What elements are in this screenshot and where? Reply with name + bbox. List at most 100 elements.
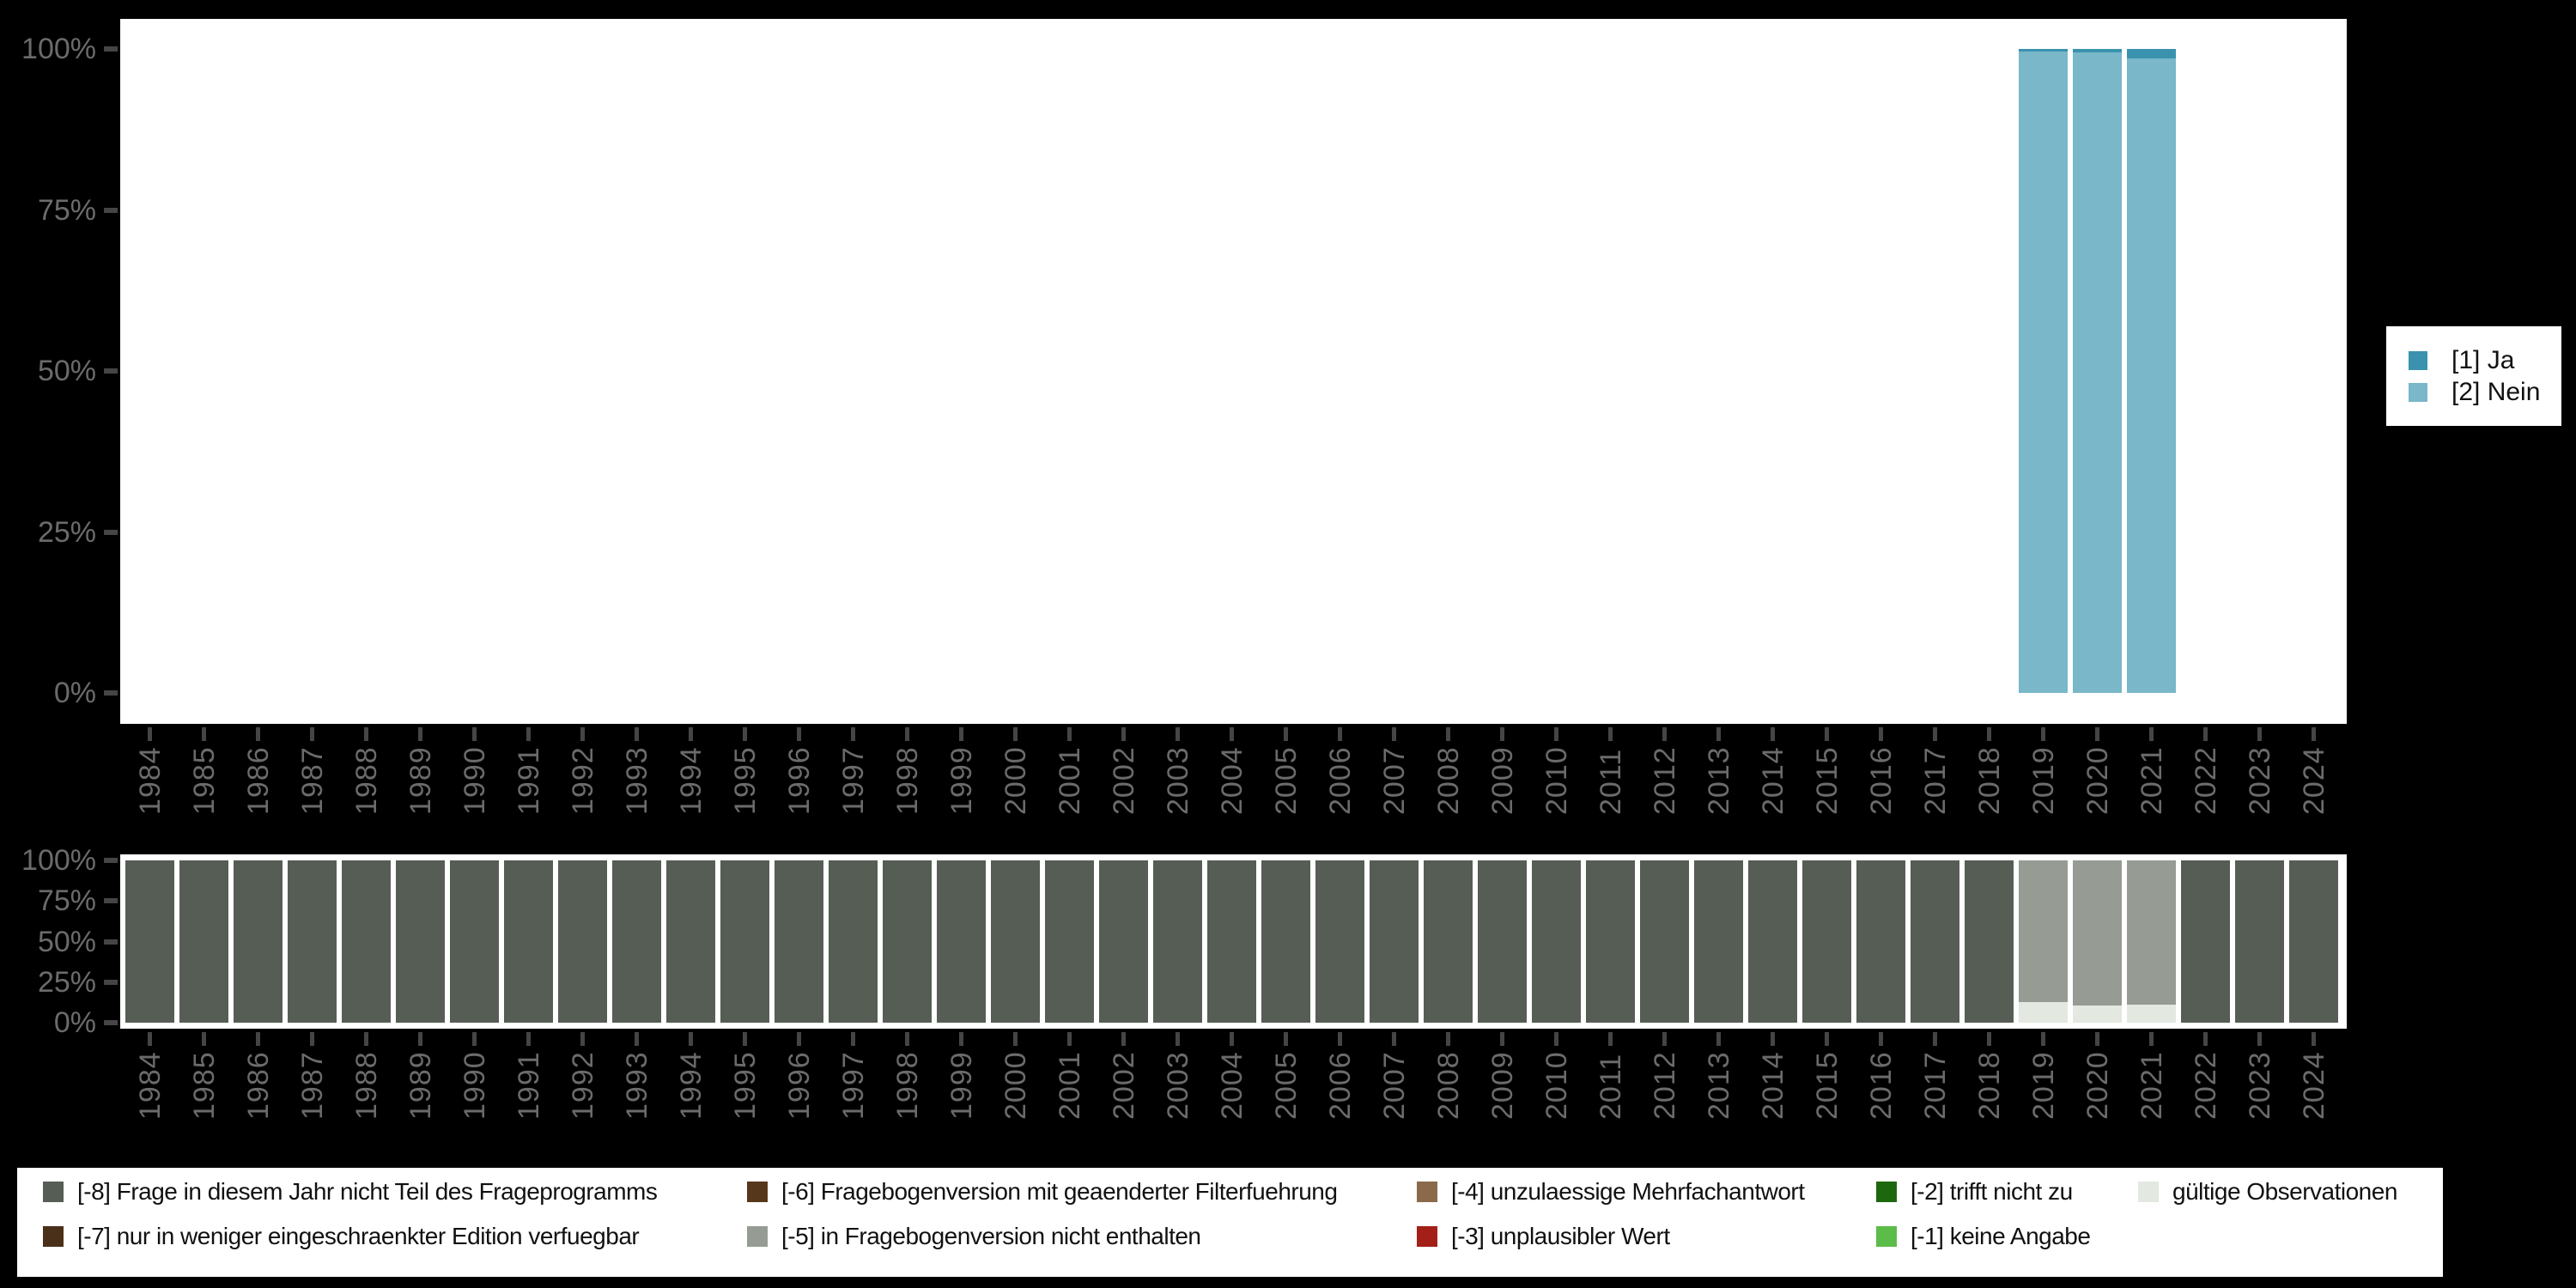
y-tick-mark <box>104 1020 118 1025</box>
x-tick-label-2011: 2011 <box>1594 748 1627 815</box>
x-tick-mark <box>1662 727 1667 741</box>
x-tick-mark <box>418 727 422 741</box>
x-tick-label-2010: 2010 <box>1540 746 1573 815</box>
x-tick-label-2014: 2014 <box>1756 746 1789 815</box>
x-tick-mark <box>2312 727 2316 741</box>
x-tick-label-2019: 2019 <box>2026 746 2060 815</box>
x-tick-mark <box>310 727 314 741</box>
x-tick-mark <box>256 727 260 741</box>
legend-item-valid: gültige Observationen <box>2138 1170 2397 1214</box>
legend-item--6: [-6] Fragebogenversion mit geaenderter F… <box>747 1170 1417 1214</box>
legend-label-valid: gültige Observationen <box>2172 1178 2397 1205</box>
x-tick-mark <box>2203 727 2208 741</box>
x-tick-mark <box>1716 727 1721 741</box>
x-tick-label-2007: 2007 <box>1377 1051 1411 1120</box>
bar-segment--8-2024 <box>2289 860 2338 1023</box>
answers-legend: [1] Ja [2] Nein <box>2386 326 2561 426</box>
x-tick-label-2001: 2001 <box>1053 746 1086 815</box>
missings-legend-column-3: [-4] unzulaessige Mehrfachantwort [-3] un… <box>1417 1170 1876 1259</box>
x-tick-label-2018: 2018 <box>1972 1051 2006 1120</box>
x-tick-label-2017: 2017 <box>1918 1051 1952 1120</box>
legend-label--3: [-3] unplausibler Wert <box>1451 1223 1670 1249</box>
x-tick-mark <box>1554 727 1558 741</box>
x-tick-label-1998: 1998 <box>890 746 924 815</box>
bar-segment-ja-2021 <box>2127 49 2176 59</box>
bar-segment--8-1995 <box>720 860 769 1023</box>
legend-swatch--7 <box>43 1226 64 1247</box>
missings-legend-column-2: [-6] Fragebogenversion mit geaenderter F… <box>747 1170 1417 1259</box>
x-tick-mark <box>1338 727 1342 741</box>
x-tick-label-2022: 2022 <box>2189 1051 2222 1120</box>
x-tick-label-2011: 2011 <box>1594 1053 1627 1120</box>
bar-segment--5-2019 <box>2019 860 2068 1003</box>
bar-segment-valid-2019 <box>2019 1002 2068 1023</box>
bar-segment--8-2007 <box>1370 860 1419 1023</box>
x-tick-mark <box>1500 1032 1504 1046</box>
y-tick-mark <box>104 207 118 213</box>
x-tick-label-2004: 2004 <box>1215 1051 1249 1120</box>
x-tick-label-1995: 1995 <box>728 746 762 815</box>
bar-segment--8-2001 <box>1045 860 1094 1023</box>
x-tick-label-1988: 1988 <box>349 1051 383 1120</box>
bar-segment--5-2021 <box>2127 860 2176 1005</box>
bar-segment--8-1991 <box>504 860 553 1023</box>
x-tick-mark <box>743 1032 747 1046</box>
bar-segment--8-2010 <box>1532 860 1581 1023</box>
x-tick-label-1991: 1991 <box>512 746 545 815</box>
bar-segment--8-2008 <box>1424 860 1473 1023</box>
y-tick-mark <box>104 979 118 985</box>
y-tick-mark <box>104 529 118 535</box>
x-tick-mark <box>1121 1032 1126 1046</box>
bar-segment--8-2009 <box>1478 860 1527 1023</box>
x-tick-label-1997: 1997 <box>836 1051 870 1120</box>
x-tick-label-1984: 1984 <box>133 1051 167 1120</box>
x-tick-label-1990: 1990 <box>458 1051 491 1120</box>
bar-segment--8-2017 <box>1911 860 1959 1023</box>
x-tick-mark <box>2203 1032 2208 1046</box>
x-tick-label-2014: 2014 <box>1756 1051 1789 1120</box>
x-tick-mark <box>310 1032 314 1046</box>
missings-legend-column-1: [-8] Frage in diesem Jahr nicht Teil des… <box>43 1170 747 1259</box>
bar-segment--8-2022 <box>2181 860 2230 1023</box>
x-tick-mark <box>1879 727 1883 741</box>
bar-segment--8-1987 <box>288 860 337 1023</box>
x-tick-mark <box>1446 727 1450 741</box>
x-tick-mark <box>526 1032 531 1046</box>
x-tick-mark <box>1771 727 1775 741</box>
x-tick-label-1994: 1994 <box>674 746 708 815</box>
x-tick-mark <box>1067 727 1072 741</box>
y-tick-label: 0% <box>53 1006 96 1039</box>
x-tick-label-2022: 2022 <box>2189 746 2222 815</box>
bar-segment--8-1994 <box>666 860 715 1023</box>
x-tick-label-1986: 1986 <box>241 746 275 815</box>
bar-segment--8-1990 <box>450 860 499 1023</box>
legend-swatch--6 <box>747 1182 768 1202</box>
y-tick-mark <box>104 368 118 374</box>
x-tick-label-1998: 1998 <box>890 1051 924 1120</box>
x-tick-label-2005: 2005 <box>1269 1051 1303 1120</box>
y-tick-label: 100% <box>21 33 96 65</box>
x-tick-label-2015: 2015 <box>1810 746 1844 815</box>
bar-segment--8-2023 <box>2235 860 2284 1023</box>
x-tick-label-2003: 2003 <box>1161 1051 1194 1120</box>
legend-label-nein: [2] Nein <box>2451 377 2541 406</box>
y-tick-mark <box>104 690 118 696</box>
x-tick-mark <box>148 727 152 741</box>
x-tick-mark <box>148 1032 152 1046</box>
x-tick-label-2013: 2013 <box>1702 746 1735 815</box>
missings-legend: [-8] Frage in diesem Jahr nicht Teil des… <box>17 1168 2443 1277</box>
x-tick-mark <box>851 727 855 741</box>
legend-item--7: [-7] nur in weniger eingeschraenkter Edi… <box>43 1214 747 1259</box>
bar-segment-nein-2020 <box>2073 52 2122 694</box>
x-tick-mark <box>2095 1032 2099 1046</box>
x-tick-mark <box>905 727 909 741</box>
bar-segment--8-2005 <box>1261 860 1310 1023</box>
x-tick-label-1987: 1987 <box>295 746 329 815</box>
x-tick-mark <box>1067 1032 1072 1046</box>
x-tick-mark <box>743 727 747 741</box>
y-tick-label: 100% <box>21 844 96 877</box>
x-tick-mark <box>1608 727 1613 741</box>
y-tick-mark <box>104 46 118 52</box>
x-tick-mark <box>689 727 693 741</box>
